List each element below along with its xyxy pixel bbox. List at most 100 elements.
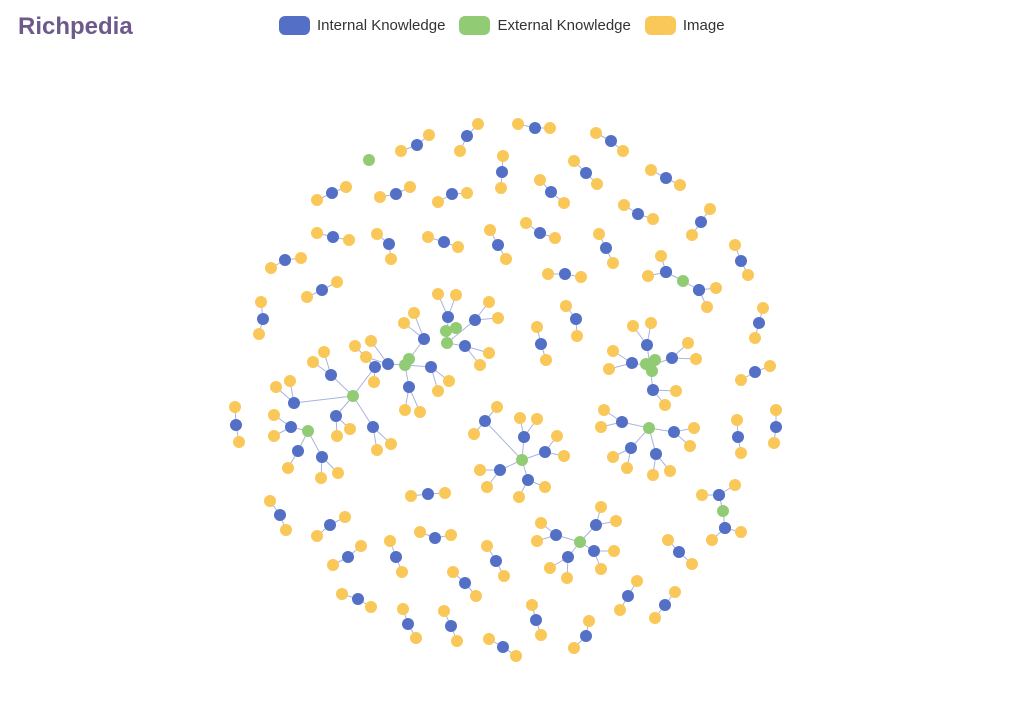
image-node[interactable] xyxy=(439,487,451,499)
image-node[interactable] xyxy=(255,296,267,308)
image-node[interactable] xyxy=(368,376,380,388)
image-node[interactable] xyxy=(710,282,722,294)
internal-node[interactable] xyxy=(274,509,286,521)
internal-node[interactable] xyxy=(257,313,269,325)
internal-node[interactable] xyxy=(534,227,546,239)
image-node[interactable] xyxy=(627,320,639,332)
image-node[interactable] xyxy=(662,534,674,546)
internal-node[interactable] xyxy=(522,474,534,486)
image-node[interactable] xyxy=(655,250,667,262)
image-node[interactable] xyxy=(404,181,416,193)
image-node[interactable] xyxy=(450,289,462,301)
image-node[interactable] xyxy=(331,430,343,442)
image-node[interactable] xyxy=(331,276,343,288)
external-node[interactable] xyxy=(441,337,453,349)
image-node[interactable] xyxy=(621,462,633,474)
internal-node[interactable] xyxy=(580,167,592,179)
external-node[interactable] xyxy=(347,390,359,402)
internal-node[interactable] xyxy=(753,317,765,329)
image-node[interactable] xyxy=(701,301,713,313)
image-node[interactable] xyxy=(757,302,769,314)
internal-node[interactable] xyxy=(616,416,628,428)
image-node[interactable] xyxy=(513,491,525,503)
internal-node[interactable] xyxy=(660,172,672,184)
image-node[interactable] xyxy=(603,363,615,375)
image-node[interactable] xyxy=(474,359,486,371)
internal-node[interactable] xyxy=(382,358,394,370)
image-node[interactable] xyxy=(649,612,661,624)
internal-node[interactable] xyxy=(422,488,434,500)
image-node[interactable] xyxy=(686,229,698,241)
image-node[interactable] xyxy=(526,599,538,611)
image-node[interactable] xyxy=(735,374,747,386)
image-node[interactable] xyxy=(729,239,741,251)
image-node[interactable] xyxy=(614,604,626,616)
internal-node[interactable] xyxy=(580,630,592,642)
internal-node[interactable] xyxy=(673,546,685,558)
internal-node[interactable] xyxy=(325,369,337,381)
image-node[interactable] xyxy=(706,534,718,546)
internal-node[interactable] xyxy=(497,641,509,653)
external-node[interactable] xyxy=(363,154,375,166)
internal-node[interactable] xyxy=(600,242,612,254)
internal-node[interactable] xyxy=(425,361,437,373)
image-node[interactable] xyxy=(438,605,450,617)
legend-item-internal-knowledge[interactable]: Internal Knowledge xyxy=(279,16,445,35)
image-node[interactable] xyxy=(510,650,522,662)
image-node[interactable] xyxy=(498,570,510,582)
image-node[interactable] xyxy=(542,268,554,280)
image-node[interactable] xyxy=(495,182,507,194)
image-node[interactable] xyxy=(770,404,782,416)
image-node[interactable] xyxy=(595,563,607,575)
image-node[interactable] xyxy=(684,440,696,452)
internal-node[interactable] xyxy=(695,216,707,228)
external-node[interactable] xyxy=(677,275,689,287)
internal-node[interactable] xyxy=(383,238,395,250)
internal-node[interactable] xyxy=(666,352,678,364)
image-node[interactable] xyxy=(670,385,682,397)
image-node[interactable] xyxy=(731,414,743,426)
image-node[interactable] xyxy=(593,228,605,240)
internal-node[interactable] xyxy=(324,519,336,531)
image-node[interactable] xyxy=(374,191,386,203)
internal-node[interactable] xyxy=(632,208,644,220)
image-node[interactable] xyxy=(595,421,607,433)
image-node[interactable] xyxy=(696,489,708,501)
internal-node[interactable] xyxy=(625,442,637,454)
internal-node[interactable] xyxy=(330,410,342,422)
internal-node[interactable] xyxy=(230,419,242,431)
image-node[interactable] xyxy=(268,430,280,442)
image-node[interactable] xyxy=(512,118,524,130)
image-node[interactable] xyxy=(268,409,280,421)
image-node[interactable] xyxy=(483,347,495,359)
internal-node[interactable] xyxy=(418,333,430,345)
image-node[interactable] xyxy=(551,430,563,442)
image-node[interactable] xyxy=(607,345,619,357)
image-node[interactable] xyxy=(690,353,702,365)
external-node[interactable] xyxy=(646,365,658,377)
image-node[interactable] xyxy=(540,354,552,366)
image-node[interactable] xyxy=(704,203,716,215)
image-node[interactable] xyxy=(631,575,643,587)
internal-node[interactable] xyxy=(316,451,328,463)
internal-node[interactable] xyxy=(342,551,354,563)
external-node[interactable] xyxy=(717,505,729,517)
internal-node[interactable] xyxy=(402,618,414,630)
internal-node[interactable] xyxy=(494,464,506,476)
internal-node[interactable] xyxy=(459,577,471,589)
image-node[interactable] xyxy=(642,270,654,282)
legend-item-external-knowledge[interactable]: External Knowledge xyxy=(459,16,631,35)
image-node[interactable] xyxy=(327,559,339,571)
image-node[interactable] xyxy=(561,572,573,584)
internal-node[interactable] xyxy=(288,397,300,409)
image-node[interactable] xyxy=(645,164,657,176)
image-node[interactable] xyxy=(607,451,619,463)
internal-node[interactable] xyxy=(550,529,562,541)
image-node[interactable] xyxy=(729,479,741,491)
internal-node[interactable] xyxy=(369,361,381,373)
image-node[interactable] xyxy=(591,178,603,190)
image-node[interactable] xyxy=(764,360,776,372)
image-node[interactable] xyxy=(544,122,556,134)
image-node[interactable] xyxy=(340,181,352,193)
image-node[interactable] xyxy=(410,632,422,644)
